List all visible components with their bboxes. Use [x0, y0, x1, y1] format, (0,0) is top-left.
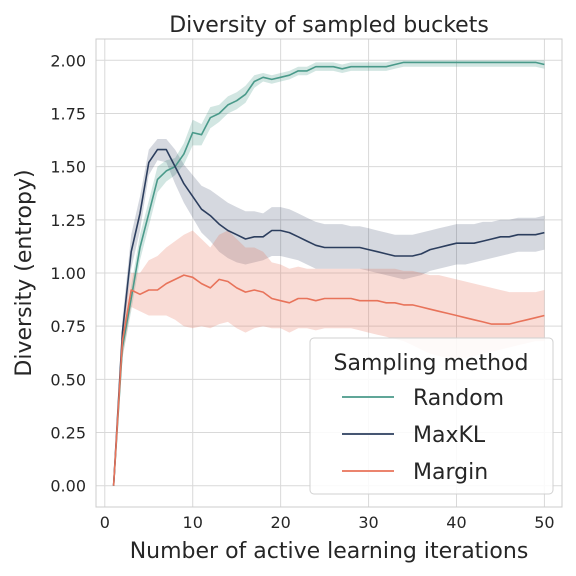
y-tick-label: 0.00: [50, 477, 86, 496]
chart-title: Diversity of sampled buckets: [169, 13, 489, 38]
series-line-maxkl: [112, 148, 545, 486]
legend-items: Random MaxKL Margin: [342, 386, 504, 485]
legend-box: [309, 337, 554, 495]
y-ticks: 0.00 0.25 0.50 0.75 1.00 1.25 1.50 1.75 2.00: [50, 51, 86, 495]
x-tick-label: 0: [100, 513, 110, 532]
legend-label-maxkl: MaxKL: [413, 423, 486, 448]
y-tick-label: 1.00: [50, 264, 86, 283]
series-line-random: [112, 61, 545, 486]
x-tick-label: 20: [270, 513, 290, 532]
y-tick-label: 1.25: [50, 211, 86, 230]
x-tick-label: 10: [183, 513, 203, 532]
y-tick-label: 2.00: [50, 51, 86, 70]
grid: [96, 39, 562, 507]
x-tick-label: 30: [358, 513, 378, 532]
x-tick-label: 50: [534, 513, 554, 532]
x-tick-label: 40: [446, 513, 466, 532]
series-lines: [112, 61, 545, 486]
band-margin: [113, 230, 545, 486]
legend: Sampling method Random MaxKL Margin: [309, 337, 554, 495]
y-tick-label: 0.25: [50, 424, 86, 443]
y-tick-label: 0.50: [50, 370, 86, 389]
legend-label-random: Random: [413, 386, 504, 411]
y-tick-label: 1.50: [50, 158, 86, 177]
y-tick-label: 1.75: [50, 104, 86, 123]
x-ticks: 0 10 20 30 40 50: [100, 513, 555, 532]
x-axis-label: Number of active learning iterations: [130, 539, 529, 564]
series-line-margin: [112, 274, 545, 486]
y-tick-label: 0.75: [50, 317, 86, 336]
legend-label-margin: Margin: [413, 460, 488, 485]
legend-title: Sampling method: [334, 351, 529, 376]
y-axis-label: Diversity (entropy): [12, 169, 37, 376]
plot-frame: [95, 38, 563, 508]
